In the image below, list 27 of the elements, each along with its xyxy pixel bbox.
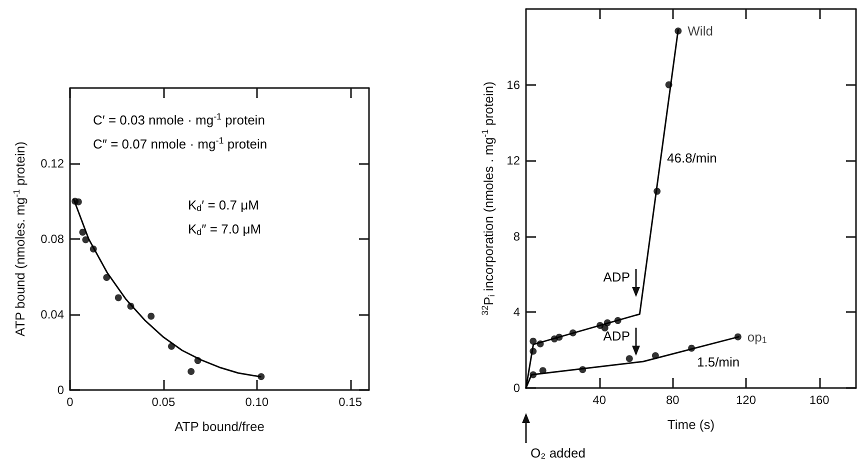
y-axis-title: 32Pi incorporation (nmoles . mg-1 protein) [480,82,496,316]
y-tick-label: 12 [506,154,520,168]
x-axis-title: ATP bound/free [174,419,264,434]
y-tick-label: 8 [513,229,520,244]
text: O₂ added [530,446,586,460]
y-tick-label: 0.08 [40,232,64,246]
annotation: ADP [603,270,630,285]
y-tick-label: 16 [506,78,520,92]
annotation: ADP [603,328,630,344]
x-tick-label: 0 [66,395,74,409]
y-tick-label: 0 [513,381,520,395]
x-tick-label: 0.10 [245,395,269,409]
series-label: Wild [688,23,713,38]
x-tick-label: 80 [666,393,680,407]
x-tick-label: 40 [592,393,606,407]
x-axis-title: Time (s) [667,417,715,432]
y-tick-label: 0.12 [40,156,64,170]
y-axis-title: ATP bound (nmoles. mg-1 protein) [12,142,28,336]
x-tick-label: 0.05 [152,395,176,409]
annotation: 1.5/min [697,354,740,370]
x-tick-label: 160 [809,393,830,407]
y-tick-label: 0 [57,383,64,397]
x-tick-label: 120 [736,393,756,407]
annotation: 46.8/min [667,150,717,166]
x-tick-label: 0.15 [338,395,362,409]
y-tick-label: 0.04 [40,308,64,322]
y-tick-label: 4 [513,305,520,320]
